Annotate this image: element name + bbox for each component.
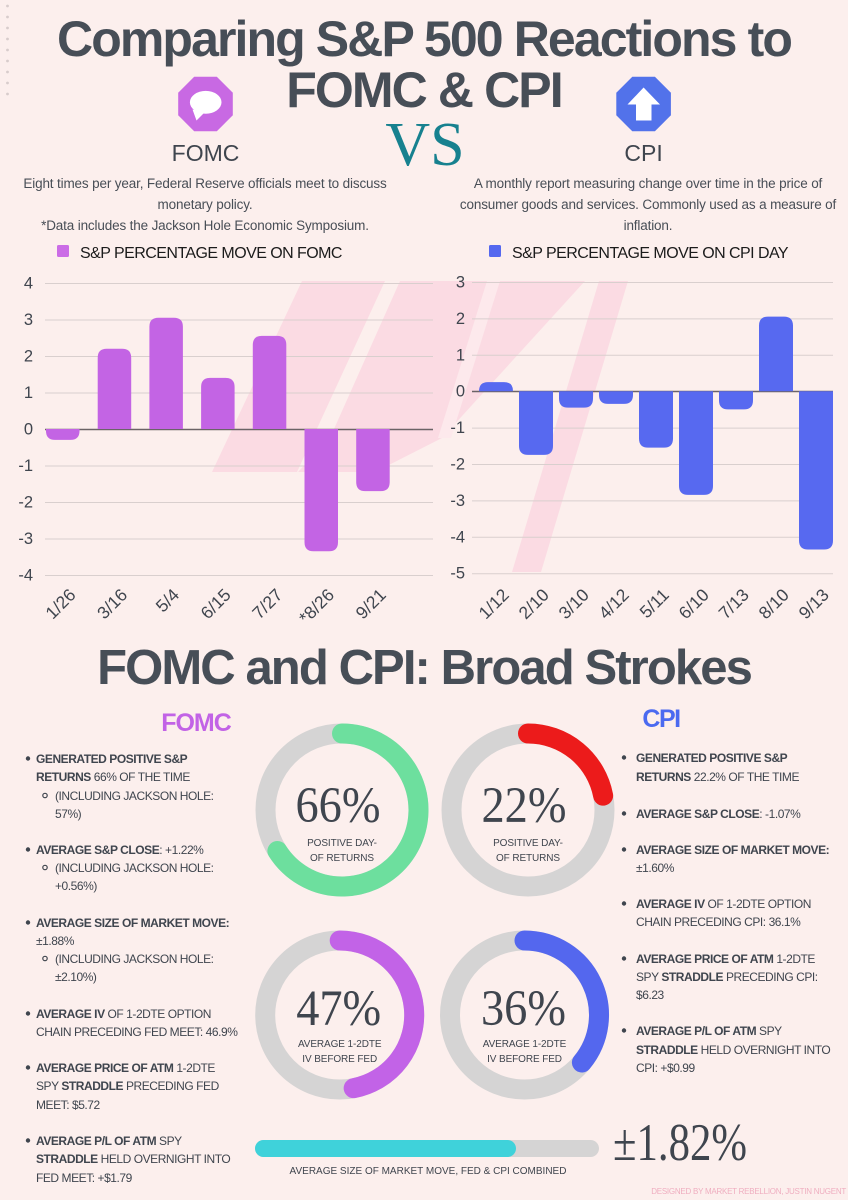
svg-text:Comparing S&P 500 Reactions to: Comparing S&P 500 Reactions to: [57, 11, 791, 67]
svg-text:AVERAGE 1-2DTE: AVERAGE 1-2DTE: [298, 1039, 382, 1050]
svg-text:-5: -5: [450, 565, 465, 583]
svg-text:9/21: 9/21: [352, 585, 390, 623]
svg-text:±1.82%: ±1.82%: [613, 1114, 747, 1172]
svg-text:+0.56%): +0.56%): [55, 879, 97, 893]
svg-text:IV BEFORE FED: IV BEFORE FED: [302, 1054, 377, 1065]
svg-text:-3: -3: [18, 530, 33, 548]
svg-text:CHAIN PRECEDING FED MEET: 46.9: CHAIN PRECEDING FED MEET: 46.9%: [36, 1025, 238, 1039]
svg-text:CPI: CPI: [624, 140, 662, 166]
svg-text:AVERAGE IV OF 1-2DTE OPTION: AVERAGE IV OF 1-2DTE OPTION: [636, 897, 811, 911]
svg-text:STRADDLE HELD OVERNIGHT INTO: STRADDLE HELD OVERNIGHT INTO: [36, 1152, 230, 1166]
svg-text:2/10: 2/10: [515, 584, 553, 622]
svg-text:Eight times per year, Federal: Eight times per year, Federal Reserve of…: [23, 176, 387, 191]
svg-text:0: 0: [24, 421, 33, 439]
svg-text:(INCLUDING JACKSON HOLE:: (INCLUDING JACKSON HOLE:: [55, 861, 214, 875]
svg-text:FED MEET: +$1.79: FED MEET: +$1.79: [36, 1171, 133, 1185]
svg-text:CPI: CPI: [642, 705, 680, 733]
svg-text:AVERAGE SIZE OF MARKET MOVE:: AVERAGE SIZE OF MARKET MOVE:: [36, 916, 229, 930]
svg-text:9/13: 9/13: [795, 585, 833, 623]
svg-text:(INCLUDING JACKSON HOLE:: (INCLUDING JACKSON HOLE:: [55, 789, 214, 803]
svg-text:1: 1: [24, 384, 33, 402]
svg-text:inflation.: inflation.: [624, 218, 673, 233]
svg-text:VS: VS: [385, 111, 464, 179]
svg-text:AVERAGE P/L OF ATM SPY: AVERAGE P/L OF ATM SPY: [636, 1024, 782, 1038]
svg-text:GENERATED POSITIVE S&P: GENERATED POSITIVE S&P: [636, 751, 788, 765]
svg-text:(INCLUDING JACKSON HOLE:: (INCLUDING JACKSON HOLE:: [55, 952, 214, 966]
svg-text:0: 0: [456, 383, 465, 401]
svg-text:3/16: 3/16: [93, 585, 131, 623]
svg-text:OF RETURNS: OF RETURNS: [310, 853, 374, 864]
svg-text:OF RETURNS: OF RETURNS: [496, 853, 560, 864]
svg-text:-1: -1: [18, 457, 33, 475]
svg-text:5/4: 5/4: [152, 584, 184, 616]
svg-text:-4: -4: [450, 528, 465, 546]
svg-text:AVERAGE PRICE OF ATM 1-2DTE: AVERAGE PRICE OF ATM 1-2DTE: [636, 952, 815, 966]
svg-text:4: 4: [24, 275, 33, 293]
svg-text:3: 3: [456, 274, 465, 292]
svg-text:2: 2: [456, 310, 465, 328]
svg-text:GENERATED POSITIVE S&P: GENERATED POSITIVE S&P: [36, 752, 188, 766]
svg-text:-2: -2: [450, 456, 465, 474]
svg-text:POSITIVE DAY-: POSITIVE DAY-: [307, 838, 377, 849]
svg-text:AVERAGE PRICE OF ATM 1-2DTE: AVERAGE PRICE OF ATM 1-2DTE: [36, 1061, 215, 1075]
svg-text:STRADDLE HELD OVERNIGHT INTO: STRADDLE HELD OVERNIGHT INTO: [636, 1043, 830, 1057]
svg-text:SPY STRADDLE PRECEDING FED: SPY STRADDLE PRECEDING FED: [36, 1079, 220, 1093]
svg-text:6/15: 6/15: [197, 585, 235, 623]
svg-text:-1: -1: [450, 419, 465, 437]
svg-text:S&P PERCENTAGE MOVE ON CPI DAY: S&P PERCENTAGE MOVE ON CPI DAY: [512, 245, 789, 262]
svg-text:FOMC: FOMC: [172, 140, 240, 166]
svg-text:57%): 57%): [55, 807, 82, 821]
svg-text:*Data includes the Jackson Hol: *Data includes the Jackson Hole Economic…: [41, 218, 369, 233]
svg-text:IV BEFORE FED: IV BEFORE FED: [487, 1054, 562, 1065]
svg-text:S&P PERCENTAGE MOVE ON FOMC: S&P PERCENTAGE MOVE ON FOMC: [80, 245, 342, 262]
svg-text:-3: -3: [450, 492, 465, 510]
svg-text:A monthly report measuring cha: A monthly report measuring change over t…: [474, 176, 823, 191]
svg-text:-4: -4: [18, 567, 33, 585]
svg-text:SPY STRADDLE PRECEDING CPI:: SPY STRADDLE PRECEDING CPI:: [636, 970, 818, 984]
svg-text:36%: 36%: [481, 981, 566, 1037]
svg-text:AVERAGE S&P CLOSE: -1.07%: AVERAGE S&P CLOSE: -1.07%: [636, 807, 801, 821]
svg-text:AVERAGE 1-2DTE: AVERAGE 1-2DTE: [483, 1039, 567, 1050]
svg-text:AVERAGE SIZE OF MARKET MOVE, F: AVERAGE SIZE OF MARKET MOVE, FED & CPI C…: [290, 1166, 567, 1177]
svg-text:AVERAGE IV OF 1-2DTE OPTION: AVERAGE IV OF 1-2DTE OPTION: [36, 1007, 211, 1021]
svg-text:CHAIN PRECEDING CPI: 36.1%: CHAIN PRECEDING CPI: 36.1%: [636, 915, 801, 929]
svg-text:RETURNS 22.2% OF THE TIME: RETURNS 22.2% OF THE TIME: [636, 770, 799, 784]
svg-text:1: 1: [456, 346, 465, 364]
svg-text:3: 3: [24, 311, 33, 329]
svg-text:-2: -2: [18, 494, 33, 512]
svg-text:4/12: 4/12: [595, 585, 633, 623]
svg-text:AVERAGE SIZE OF MARKET MOVE:: AVERAGE SIZE OF MARKET MOVE:: [636, 843, 829, 857]
svg-text:8/10: 8/10: [755, 584, 793, 622]
svg-text:7/27: 7/27: [248, 585, 286, 623]
svg-text:POSITIVE DAY-: POSITIVE DAY-: [493, 838, 563, 849]
svg-text:2: 2: [24, 348, 33, 366]
svg-text:7/13: 7/13: [715, 585, 753, 623]
svg-text:DESIGNED BY MARKET REBELLION,: DESIGNED BY MARKET REBELLION, JUSTIN NUG…: [651, 1187, 846, 1196]
svg-text:FOMC: FOMC: [161, 709, 232, 737]
svg-text:$6.23: $6.23: [636, 988, 665, 1002]
svg-text:1/26: 1/26: [41, 585, 79, 623]
svg-text:FOMC and CPI: Broad Strokes: FOMC and CPI: Broad Strokes: [97, 641, 751, 695]
svg-text:AVERAGE P/L OF ATM SPY: AVERAGE P/L OF ATM SPY: [36, 1134, 182, 1148]
svg-text:66%: 66%: [296, 778, 381, 834]
svg-text:MEET: $5.72: MEET: $5.72: [36, 1098, 101, 1112]
svg-text:±1.88%: ±1.88%: [36, 934, 75, 948]
svg-text:3/10: 3/10: [555, 584, 593, 622]
svg-text:±2.10%): ±2.10%): [55, 970, 97, 984]
svg-text:RETURNS 66% OF THE TIME: RETURNS 66% OF THE TIME: [36, 770, 190, 784]
svg-text:FOMC & CPI: FOMC & CPI: [286, 62, 561, 118]
svg-text:CPI: +$0.99: CPI: +$0.99: [636, 1061, 696, 1075]
svg-text:±1.60%: ±1.60%: [636, 861, 675, 875]
svg-text:6/10: 6/10: [675, 584, 713, 622]
svg-text:5/11: 5/11: [636, 585, 673, 622]
svg-text:1/12: 1/12: [475, 585, 513, 623]
svg-text:consumer goods and services. C: consumer goods and services. Commonly us…: [460, 197, 837, 212]
svg-text:monetary policy.: monetary policy.: [158, 197, 253, 212]
svg-text:AVERAGE S&P CLOSE: +1.22%: AVERAGE S&P CLOSE: +1.22%: [36, 843, 204, 857]
svg-text:*8/26: *8/26: [295, 585, 338, 628]
svg-text:22%: 22%: [482, 778, 567, 834]
svg-text:47%: 47%: [296, 981, 381, 1037]
